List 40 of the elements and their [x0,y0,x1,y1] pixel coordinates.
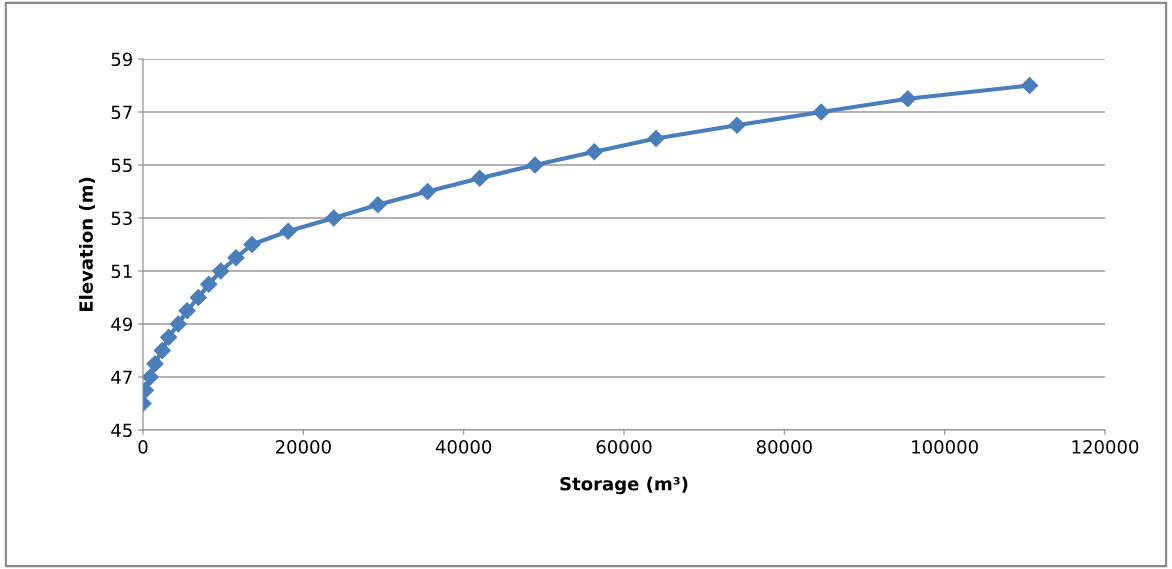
x-tick-label: 100000 [912,440,978,454]
point [200,275,218,293]
x-tick-label: 80000 [756,440,812,454]
y-tick-label: 59 [111,52,133,67]
point [169,315,187,333]
point [212,262,230,280]
point [1021,76,1039,95]
point [585,143,603,161]
point [812,103,830,121]
point [143,368,159,386]
point [647,129,665,148]
point [279,222,297,240]
x-tick-label: 120000 [1072,440,1139,454]
point [325,209,343,227]
point [146,355,164,373]
x-tick-label: 0 [138,440,148,454]
point [419,182,437,201]
y-tick-label: 49 [111,317,133,332]
point [153,341,171,360]
y-tick-label: 45 [111,423,132,438]
point [369,196,387,214]
point [471,169,489,187]
y-tick-label: 47 [111,370,132,384]
y-axis-title: Elevation (m) [78,177,96,312]
y-tick-label: 51 [111,264,132,279]
y-tick-label: 55 [111,158,132,173]
y-tick-label: 53 [111,211,132,226]
point [728,116,746,134]
point [243,235,261,254]
y-tick-label: 57 [111,105,132,120]
x-tick-label: 60000 [596,440,652,454]
point [227,249,245,267]
x-axis-title: Storage (m³) [560,476,688,495]
point [178,302,196,320]
point [899,90,917,108]
point [160,328,178,346]
point [189,288,207,307]
x-tick-label: 40000 [435,440,492,454]
point [526,156,544,174]
x-tick-label: 20000 [275,440,331,454]
